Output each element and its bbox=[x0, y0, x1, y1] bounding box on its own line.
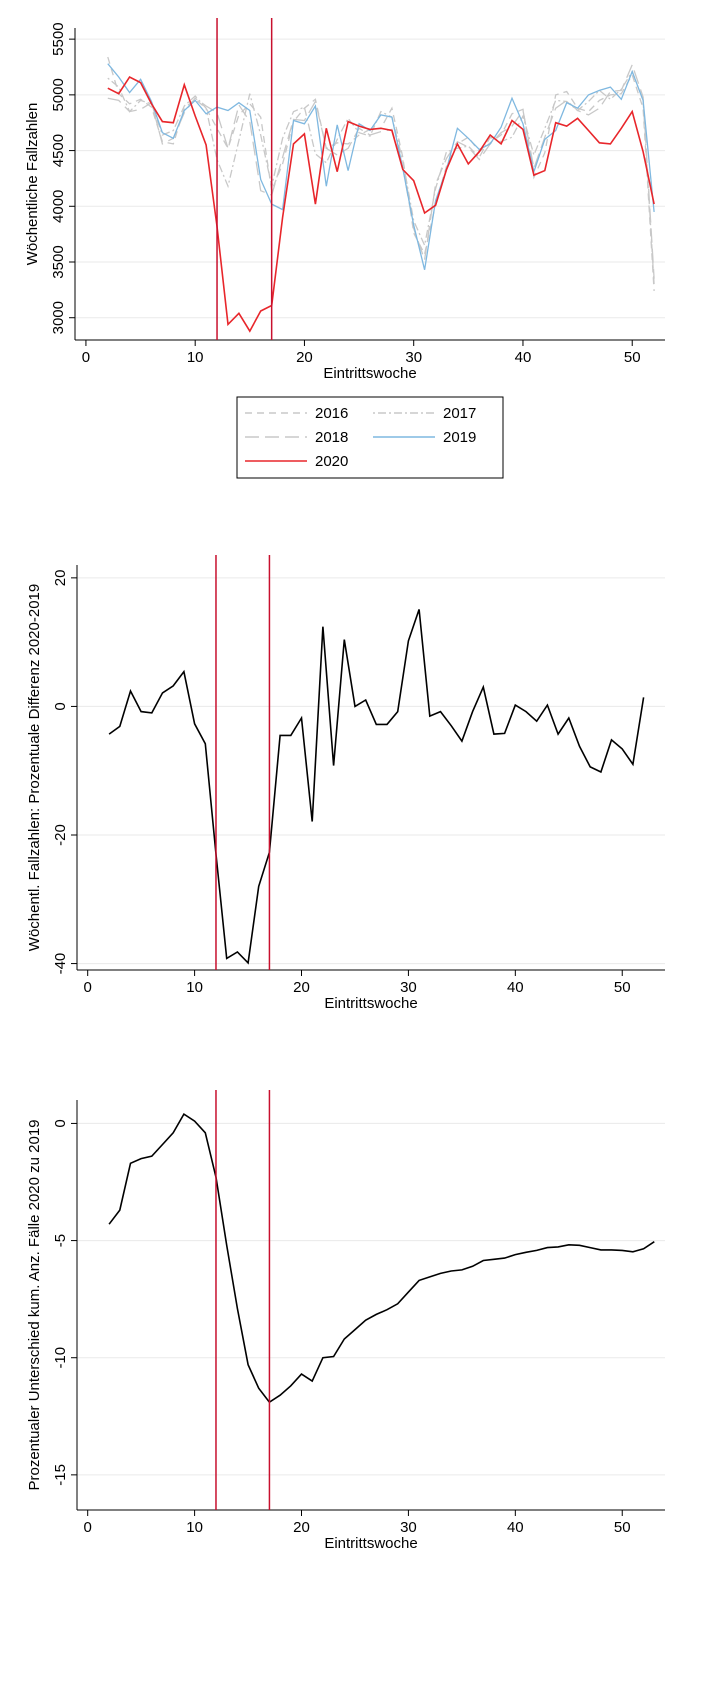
x-axis-title: Eintrittswoche bbox=[324, 1535, 417, 1552]
x-tick-label: 40 bbox=[507, 979, 524, 996]
x-tick-label: 50 bbox=[624, 349, 641, 366]
series-line bbox=[107, 56, 655, 292]
y-tick-label: 4000 bbox=[50, 190, 67, 223]
y-tick-label: 0 bbox=[52, 702, 69, 710]
series-line bbox=[107, 63, 655, 270]
x-tick-label: 30 bbox=[400, 1519, 417, 1536]
y-tick-label: 4500 bbox=[50, 134, 67, 167]
x-tick-label: 40 bbox=[515, 349, 532, 366]
y-tick-label: -20 bbox=[52, 824, 69, 846]
legend-label: 2016 bbox=[315, 405, 348, 422]
series-line bbox=[107, 62, 655, 279]
legend-label: 2018 bbox=[315, 429, 348, 446]
y-tick-label: 3000 bbox=[50, 301, 67, 334]
x-tick-label: 0 bbox=[82, 349, 90, 366]
series-line bbox=[107, 70, 655, 285]
y-tick-label: -10 bbox=[52, 1347, 69, 1369]
y-tick-label: 5500 bbox=[50, 22, 67, 55]
y-tick-label: -15 bbox=[52, 1464, 69, 1486]
x-tick-label: 20 bbox=[293, 979, 310, 996]
x-tick-label: 0 bbox=[84, 1519, 92, 1536]
series-line bbox=[108, 1112, 655, 1404]
x-tick-label: 50 bbox=[614, 1519, 631, 1536]
y-axis-title: Prozentualer Unterschied kum. Anz. Fälle… bbox=[26, 1119, 43, 1490]
legend-label: 2017 bbox=[443, 405, 476, 422]
x-tick-label: 20 bbox=[293, 1519, 310, 1536]
legend-label: 2019 bbox=[443, 429, 476, 446]
legend-box bbox=[236, 396, 504, 479]
legend-label: 2020 bbox=[315, 453, 348, 470]
series-line bbox=[107, 75, 655, 333]
y-tick-label: 0 bbox=[52, 1119, 69, 1127]
x-tick-label: 10 bbox=[186, 1519, 203, 1536]
y-tick-label: 3500 bbox=[50, 245, 67, 278]
y-tick-label: -5 bbox=[52, 1234, 69, 1247]
x-tick-label: 50 bbox=[614, 979, 631, 996]
x-tick-label: 10 bbox=[186, 979, 203, 996]
y-axis-title: Wöchentliche Fallzahlen bbox=[24, 103, 41, 266]
x-tick-label: 40 bbox=[507, 1519, 524, 1536]
x-tick-label: 0 bbox=[84, 979, 92, 996]
x-tick-label: 10 bbox=[187, 349, 204, 366]
x-axis-title: Eintrittswoche bbox=[323, 365, 416, 382]
series-line bbox=[108, 609, 645, 965]
y-axis-title: Wöchentl. Fallzahlen: Prozentuale Differ… bbox=[26, 584, 43, 951]
x-tick-label: 30 bbox=[400, 979, 417, 996]
y-tick-label: 5000 bbox=[50, 78, 67, 111]
x-tick-label: 20 bbox=[296, 349, 313, 366]
x-axis-title: Eintrittswoche bbox=[324, 995, 417, 1012]
y-tick-label: -40 bbox=[52, 953, 69, 975]
y-tick-label: 20 bbox=[52, 570, 69, 587]
x-tick-label: 30 bbox=[405, 349, 422, 366]
